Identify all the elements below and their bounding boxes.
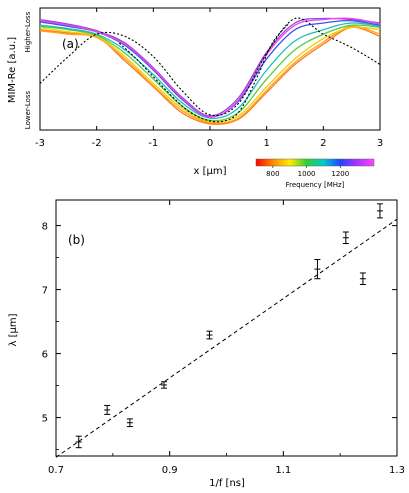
data-point-8 bbox=[376, 203, 383, 219]
data-point-4 bbox=[206, 330, 213, 340]
data-point-3 bbox=[160, 381, 167, 389]
panel-b-points bbox=[75, 203, 383, 449]
panel-b-yticks: 5 6 7 8 bbox=[42, 222, 397, 451]
panel-b-xtick-label: 1.3 bbox=[389, 465, 405, 476]
panel-a: -3 -2 -1 0 1 2 3 (a) x [µm] MIM-Re [a.u.] High… bbox=[7, 7, 383, 189]
panel-a-xtick-label: -3 bbox=[35, 138, 45, 149]
panel-a-series-3 bbox=[39, 24, 381, 122]
panel-a-series-4 bbox=[39, 22, 381, 120]
panel-a-xtick-label: 3 bbox=[377, 138, 383, 149]
colorbar: 800 1000 1200 Frequency [MHz] bbox=[255, 158, 375, 189]
data-point-2 bbox=[126, 418, 133, 428]
panel-a-xtick-label: 0 bbox=[207, 138, 213, 149]
panel-b-ytick-label: 6 bbox=[42, 350, 48, 361]
panel-a-xticks: -3 -2 -1 0 1 2 3 bbox=[35, 8, 383, 149]
colorbar-tick-label: 1000 bbox=[298, 170, 316, 178]
data-point-0 bbox=[75, 435, 82, 449]
panel-b-xtick-label: 0.7 bbox=[48, 465, 64, 476]
data-point-5 bbox=[314, 259, 321, 280]
panel-b-label: (b) bbox=[68, 233, 85, 247]
colorbar-tick-label: 800 bbox=[266, 170, 279, 178]
panel-a-xtick-label: 2 bbox=[320, 138, 326, 149]
colorbar-gradient bbox=[255, 158, 375, 167]
data-point-6 bbox=[342, 231, 349, 245]
panel-a-series-1 bbox=[39, 25, 381, 124]
colorbar-ticks: 800 1000 1200 bbox=[266, 166, 349, 178]
panel-b-ylabel: λ [µm] bbox=[8, 313, 19, 346]
panel-a-y-top-label: Higher-Loss bbox=[24, 11, 32, 52]
data-point-7 bbox=[359, 272, 366, 285]
panel-a-xtick-label: -2 bbox=[92, 138, 102, 149]
panel-b-ytick-label: 8 bbox=[42, 222, 48, 233]
panel-a-ylabel: MIM-Re [a.u.] bbox=[7, 37, 18, 103]
panel-b-xlabel: 1/f [ns] bbox=[209, 478, 245, 489]
colorbar-tick-label: 1200 bbox=[331, 170, 349, 178]
panel-a-series-8 bbox=[39, 17, 381, 116]
panel-b-xtick-label: 1.1 bbox=[275, 465, 291, 476]
colorbar-label: Frequency [MHz] bbox=[286, 181, 345, 189]
panel-a-y-bottom-label: Lower-Loss bbox=[24, 90, 32, 129]
panel-a-series-2 bbox=[39, 26, 381, 123]
panel-a-label: (a) bbox=[62, 37, 79, 51]
panel-a-xtick-label: -1 bbox=[148, 138, 158, 149]
panel-b-ytick-label: 5 bbox=[42, 414, 48, 425]
panel-b-fit-line bbox=[55, 218, 398, 458]
data-point-1 bbox=[104, 404, 111, 415]
panel-a-series-6 bbox=[39, 17, 381, 117]
panel-b-xticks: 0.7 0.9 1.1 1.3 bbox=[48, 200, 405, 476]
panel-a-frame bbox=[39, 7, 381, 131]
panel-b: 0.7 0.9 1.1 1.3 5 6 7 8 (b) 1/f [ns] λ [µm] bbox=[8, 199, 405, 489]
panel-a-xlabel: x [µm] bbox=[193, 166, 226, 177]
panel-a-series-9 bbox=[118, 22, 290, 123]
panel-a-series-0 bbox=[39, 26, 381, 125]
panel-b-xtick-label: 0.9 bbox=[162, 465, 178, 476]
panel-a-series bbox=[39, 17, 381, 125]
panel-b-ytick-label: 7 bbox=[42, 286, 48, 297]
panel-a-series-7 bbox=[39, 17, 381, 118]
fit-line bbox=[55, 218, 398, 458]
panel-a-xtick-label: 1 bbox=[263, 138, 269, 149]
